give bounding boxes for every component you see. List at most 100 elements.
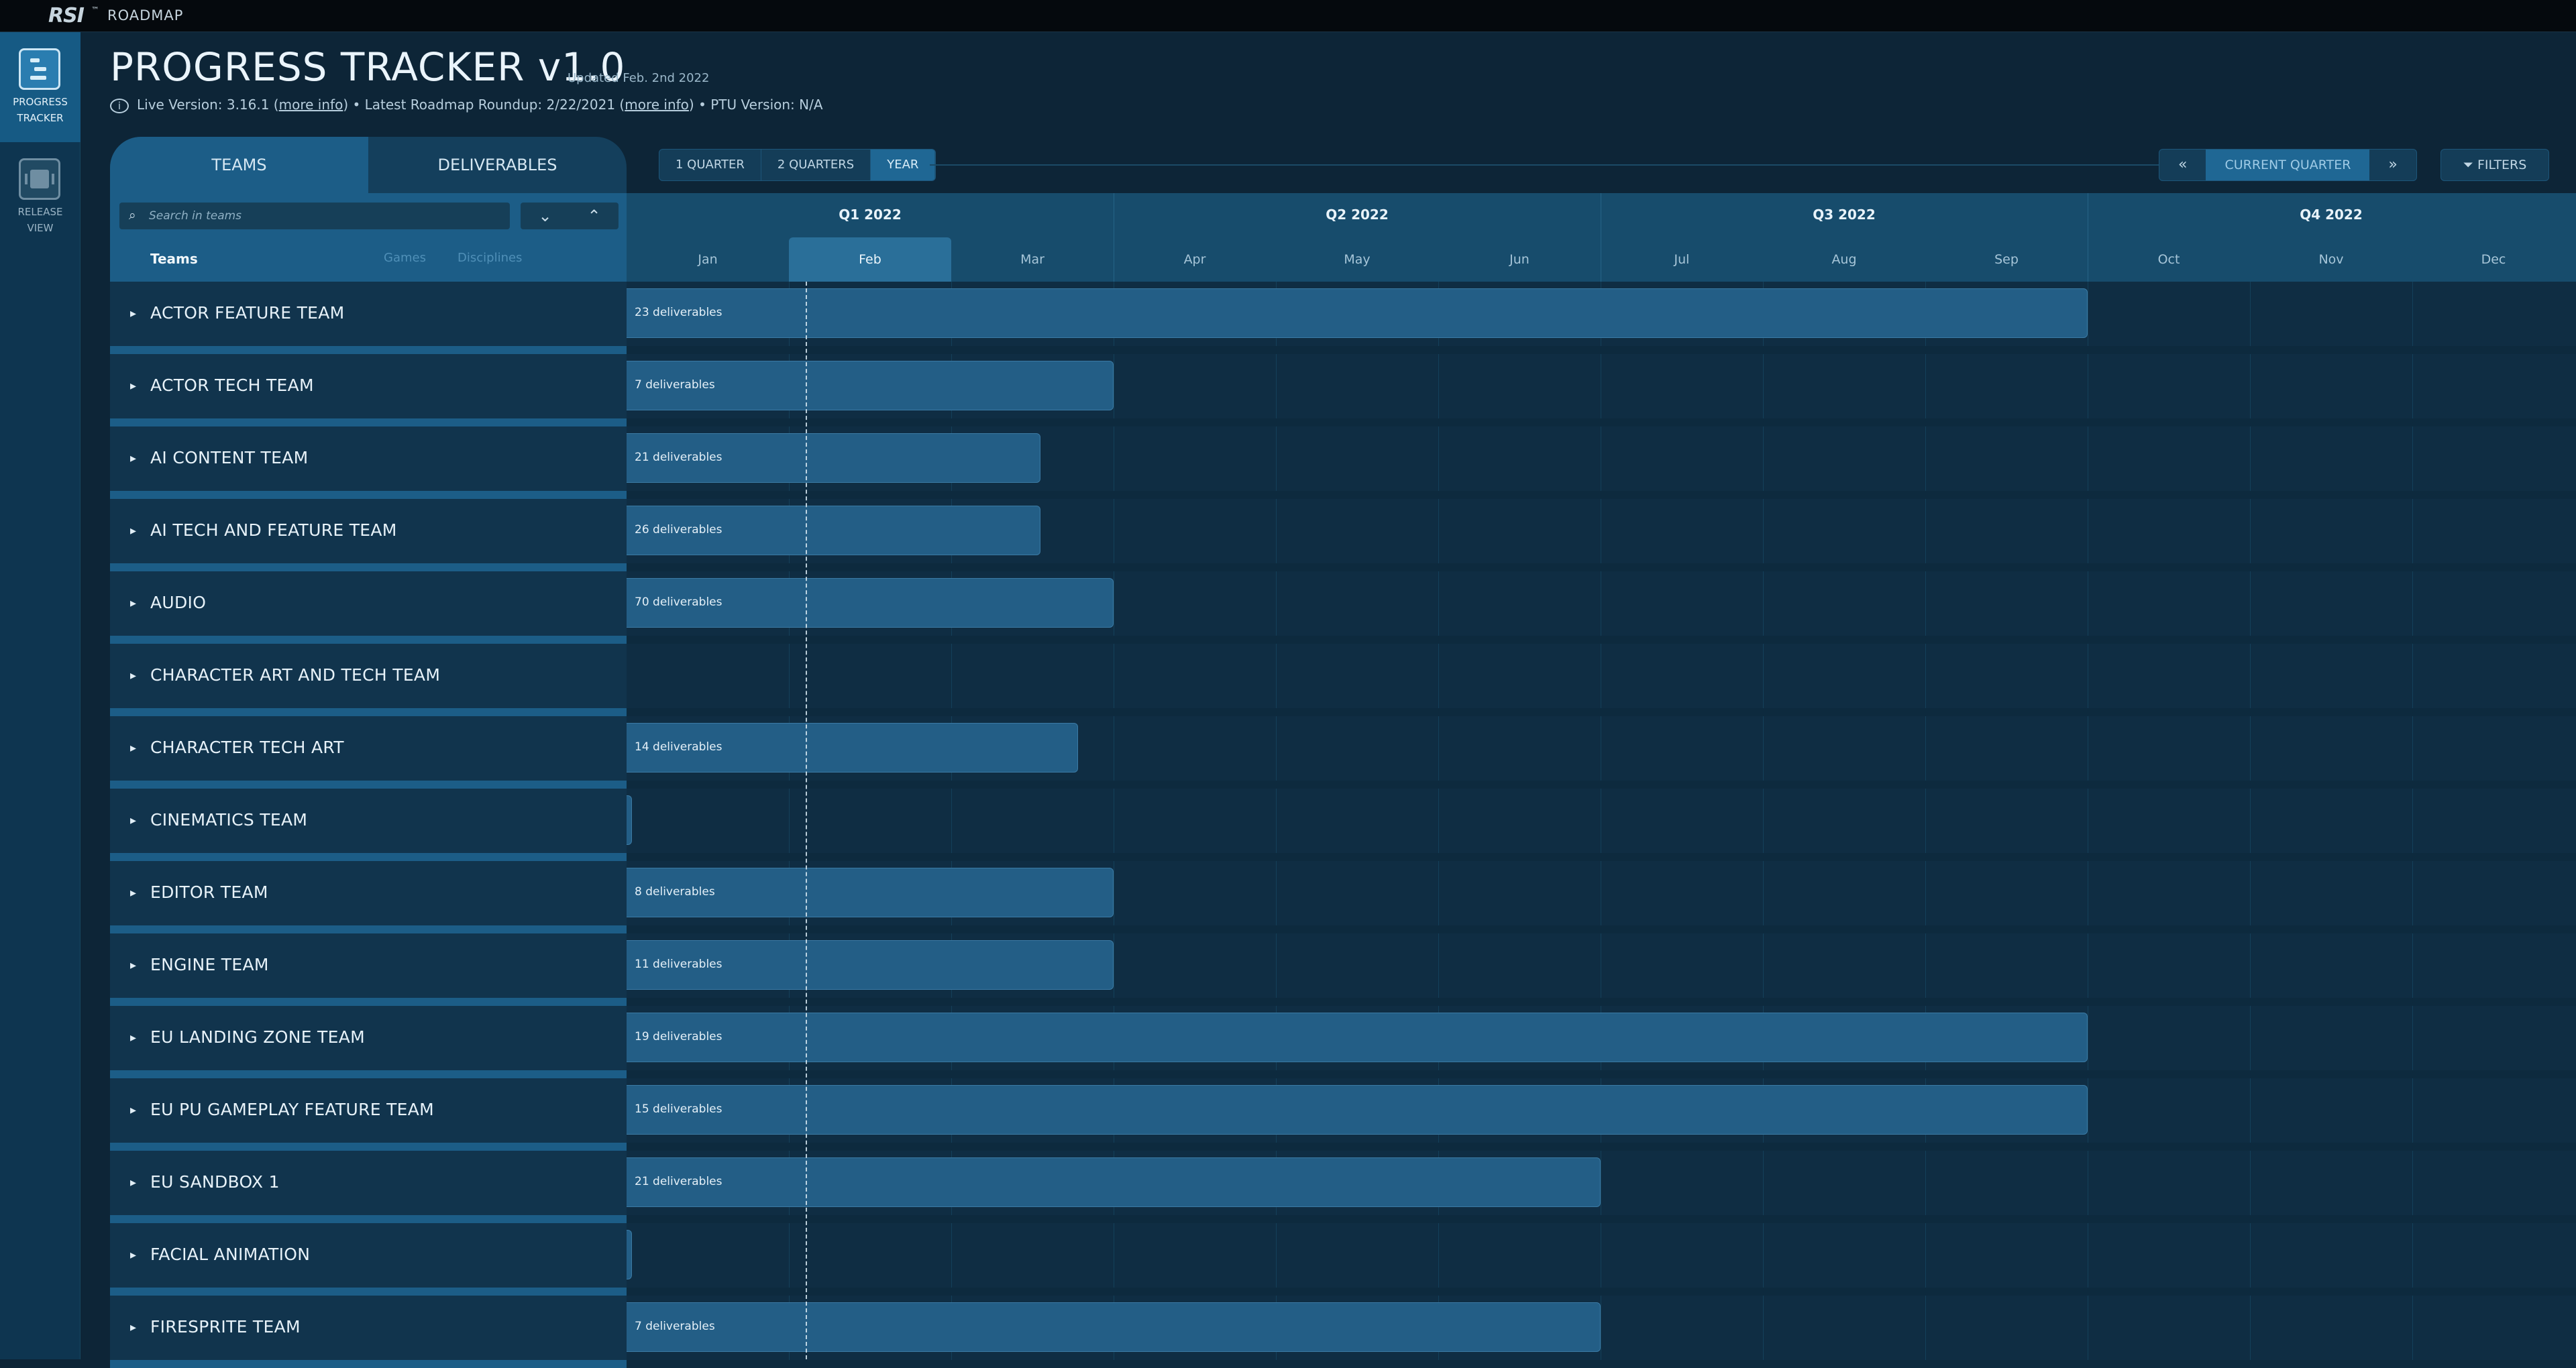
zoom-2-quarters-button[interactable]: 2 QUARTERS	[761, 150, 871, 180]
team-row[interactable]: ▸ EU LANDING ZONE TEAM 19 deliverables	[110, 1006, 2576, 1078]
sidebar-item-progress-tracker[interactable]: PROGRESS TRACKER	[0, 32, 80, 142]
expand-caret-icon[interactable]: ▸	[130, 1176, 137, 1190]
team-row[interactable]: ▸ ACTOR FEATURE TEAM 23 deliverables	[110, 282, 2576, 354]
deliverables-bar[interactable]: 7 deliverables	[627, 361, 1114, 410]
team-row[interactable]: ▸ EU PU GAMEPLAY FEATURE TEAM 15 deliverab…	[110, 1078, 2576, 1151]
expand-caret-icon[interactable]: ▸	[130, 813, 137, 828]
team-name-cell[interactable]: ▸ FIRESPRITE TEAM	[110, 1296, 627, 1360]
team-name-cell[interactable]: ▸ EDITOR TEAM	[110, 861, 627, 925]
expand-caret-icon[interactable]: ▸	[130, 379, 137, 393]
deliverables-bar[interactable]: 26 deliverables	[627, 506, 1041, 555]
team-row[interactable]: ▸ AUDIO 70 deliverables	[110, 571, 2576, 644]
expand-caret-icon[interactable]: ▸	[130, 669, 137, 683]
search-input[interactable]	[149, 205, 498, 227]
sidebar-item-release-view[interactable]: RELEASE VIEW	[0, 142, 80, 252]
more-info-link-live[interactable]: more info	[278, 97, 343, 113]
deliverables-bar[interactable]: 21 deliverables	[627, 433, 1041, 483]
zoom-year-button[interactable]: YEAR	[871, 150, 936, 180]
previous-quarter-icon[interactable]: «	[2178, 156, 2188, 173]
tab-teams[interactable]: TEAMS	[110, 137, 368, 193]
team-name-cell[interactable]: ▸ AI CONTENT TEAM	[110, 426, 627, 491]
expand-caret-icon[interactable]: ▸	[130, 524, 137, 538]
expand-caret-icon[interactable]: ▸	[130, 306, 137, 321]
month-label[interactable]: May	[1344, 252, 1371, 267]
column-teams[interactable]: Teams	[150, 251, 198, 267]
deliverables-bar[interactable]: 15 deliverables	[627, 1085, 2088, 1135]
rsi-logo[interactable]: RSI	[48, 4, 85, 27]
deliverables-bar[interactable]: 7 deliverables	[627, 1302, 1601, 1352]
team-row[interactable]: ▸ CHARACTER TECH ART 14 deliverables	[110, 716, 2576, 789]
team-name-cell[interactable]: ▸ EU SANDBOX 1	[110, 1151, 627, 1215]
row-divider	[110, 636, 2576, 644]
month-gridline	[1763, 716, 1764, 781]
deliverables-bar[interactable]: 19 deliverables	[627, 1013, 2088, 1062]
timeline-lane	[627, 789, 2576, 853]
expand-caret-icon[interactable]: ▸	[130, 596, 137, 610]
tab-deliverables[interactable]: DELIVERABLES	[437, 156, 557, 174]
team-name-cell[interactable]: ▸ EU PU GAMEPLAY FEATURE TEAM	[110, 1078, 627, 1143]
team-name-cell[interactable]: ▸ EU LANDING ZONE TEAM	[110, 1006, 627, 1070]
team-row[interactable]: ▸ EU SANDBOX 1 21 deliverables	[110, 1151, 2576, 1223]
month-gridline	[2250, 789, 2251, 853]
team-name-cell[interactable]: ▸ ACTOR TECH TEAM	[110, 354, 627, 418]
month-gridline	[2412, 571, 2413, 636]
team-name-cell[interactable]: ▸ CHARACTER TECH ART	[110, 716, 627, 781]
deliverables-bar[interactable]: 23 deliverables	[627, 288, 2088, 338]
search-icon: ⌕	[129, 208, 136, 223]
expand-caret-icon[interactable]: ▸	[130, 451, 137, 465]
team-row[interactable]: ▸ FACIAL ANIMATION	[110, 1223, 2576, 1296]
month-label[interactable]: Dec	[2481, 252, 2506, 267]
team-name-cell[interactable]: ▸ ACTOR FEATURE TEAM	[110, 282, 627, 346]
team-name-cell[interactable]: ▸ AUDIO	[110, 571, 627, 636]
team-row[interactable]: ▸ CINEMATICS TEAM	[110, 789, 2576, 861]
expand-caret-icon[interactable]: ▸	[130, 886, 137, 900]
month-label[interactable]: Jun	[1509, 252, 1529, 267]
team-name-cell[interactable]: ▸ ENGINE TEAM	[110, 933, 627, 998]
current-quarter-button[interactable]: CURRENT QUARTER	[2206, 150, 2370, 180]
team-name-cell[interactable]: ▸ FACIAL ANIMATION	[110, 1223, 627, 1288]
expand-caret-icon[interactable]: ▸	[130, 741, 137, 755]
expand-caret-icon[interactable]: ▸	[130, 1320, 137, 1334]
deliverables-bar[interactable]: 11 deliverables	[627, 940, 1114, 990]
expand-caret-icon[interactable]: ▸	[130, 1031, 137, 1045]
expand-caret-icon[interactable]: ▸	[130, 958, 137, 972]
month-label[interactable]: Mar	[1020, 252, 1044, 267]
team-name-cell[interactable]: ▸ AI TECH AND FEATURE TEAM	[110, 499, 627, 563]
month-label[interactable]: Apr	[1183, 252, 1206, 267]
deliverables-bar[interactable]: 70 deliverables	[627, 578, 1114, 628]
collapse-all-icon[interactable]: ⌃	[587, 207, 601, 225]
team-name-cell[interactable]: ▸ CINEMATICS TEAM	[110, 789, 627, 853]
deliverables-bar[interactable]: 14 deliverables	[627, 723, 1078, 773]
timeline-lane: 19 deliverables	[627, 1006, 2576, 1070]
column-disciplines[interactable]: Disciplines	[458, 251, 523, 265]
zoom-1-quarter-button[interactable]: 1 QUARTER	[659, 150, 761, 180]
month-label[interactable]: Feb	[789, 237, 951, 282]
team-row[interactable]: ▸ AI TECH AND FEATURE TEAM 26 deliverables	[110, 499, 2576, 571]
expand-all-icon[interactable]: ⌄	[538, 207, 552, 225]
month-label[interactable]: Sep	[1994, 252, 2019, 267]
deliverables-bar[interactable]: 8 deliverables	[627, 868, 1114, 917]
next-quarter-icon[interactable]: »	[2388, 156, 2398, 173]
column-games[interactable]: Games	[384, 251, 426, 265]
month-label[interactable]: Aug	[1831, 252, 1857, 267]
deliverables-bar[interactable]	[627, 1230, 632, 1279]
team-row[interactable]: ▸ FIRESPRITE TEAM 7 deliverables	[110, 1296, 2576, 1368]
month-label[interactable]: Jul	[1674, 252, 1690, 267]
month-label[interactable]: Oct	[2157, 252, 2180, 267]
expand-caret-icon[interactable]: ▸	[130, 1103, 137, 1117]
month-label[interactable]: Jan	[698, 252, 718, 267]
team-row[interactable]: ▸ CHARACTER ART AND TECH TEAM	[110, 644, 2576, 716]
month-gridline	[1438, 861, 1439, 925]
roadmap-nav-link[interactable]: ROADMAP	[107, 7, 184, 23]
team-row[interactable]: ▸ ENGINE TEAM 11 deliverables	[110, 933, 2576, 1006]
month-label[interactable]: Nov	[2318, 252, 2344, 267]
more-info-link-roundup[interactable]: more info	[625, 97, 689, 113]
deliverables-bar[interactable]	[627, 795, 632, 845]
team-row[interactable]: ▸ ACTOR TECH TEAM 7 deliverables	[110, 354, 2576, 426]
filters-button[interactable]: ⏷ FILTERS	[2440, 149, 2549, 181]
team-row[interactable]: ▸ EDITOR TEAM 8 deliverables	[110, 861, 2576, 933]
deliverables-bar[interactable]: 21 deliverables	[627, 1157, 1601, 1207]
team-name-cell[interactable]: ▸ CHARACTER ART AND TECH TEAM	[110, 644, 627, 708]
expand-caret-icon[interactable]: ▸	[130, 1248, 137, 1262]
team-row[interactable]: ▸ AI CONTENT TEAM 21 deliverables	[110, 426, 2576, 499]
